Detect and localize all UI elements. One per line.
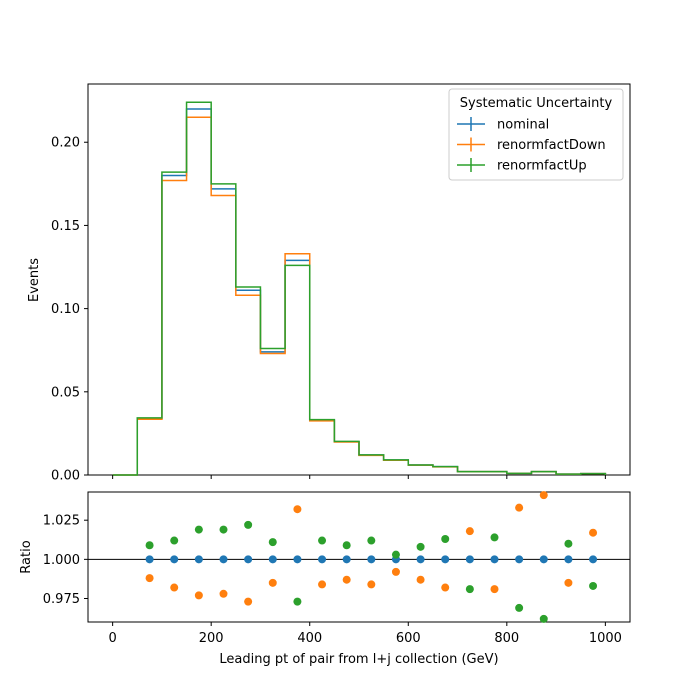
histogram-line-renormfactUp [112,101,607,476]
ratio-point-nominal [145,555,154,564]
legend-title: Systematic Uncertainty [460,96,613,111]
ratio-point-renormfactUp [564,539,573,548]
ratio-point-nominal [416,555,425,564]
ratio-y-tick-label: 0.975 [43,592,80,607]
top-y-tick-label: 0.20 [51,136,80,151]
legend-entry-renormfactUp: renormfactUp [457,158,587,174]
ratio-point-nominal [589,555,598,564]
ratio-point-renormfactUp [268,538,277,547]
legend-label: renormfactUp [497,159,587,174]
ratio-point-renormfactUp [219,525,228,534]
top-plot-frame [87,83,631,476]
ratio-point-renormfactUp [539,614,548,623]
ratio-point-renormfactDown [145,574,154,583]
ratio-point-nominal [342,555,351,564]
ratio-point-renormfactUp [367,536,376,545]
top-y-tick-label: 0.15 [51,219,80,234]
ratio-point-renormfactUp [391,550,400,559]
ratio-point-nominal [244,555,253,564]
ratio-x-ticks: 0 200 400 600 800 1000 [108,622,622,646]
ratio-point-renormfactDown [490,585,499,594]
ratio-point-renormfactUp [318,536,327,545]
top-y-axis-label: Events [27,258,42,302]
ratio-point-renormfactUp [194,525,203,534]
ratio-point-renormfactUp [145,541,154,550]
top-histogram-series [112,101,607,476]
ratio-point-nominal [293,555,302,564]
x-tick-label: 400 [297,631,322,646]
ratio-point-renormfactDown [268,578,277,587]
ratio-point-renormfactDown [367,580,376,589]
legend: Systematic Uncertainty nominal renormfact… [448,88,624,181]
ratio-point-nominal [219,555,228,564]
ratio-point-nominal [367,555,376,564]
ratio-point-nominal [441,555,450,564]
x-tick-label: 800 [494,631,519,646]
ratio-point-renormfactDown [170,583,179,592]
ratio-point-nominal [194,555,203,564]
ratio-point-renormfactDown [244,597,253,606]
ratio-point-renormfactUp [465,585,474,594]
top-panel: 0.00 0.05 0.10 0.15 0.20 Events Systematic U… [27,83,631,484]
legend-label: renormfactDown [497,138,606,153]
legend-box [448,88,624,181]
ratio-point-renormfactDown [515,503,524,512]
ratio-y-axis-label: Ratio [19,540,34,573]
legend-label: nominal [497,118,549,133]
top-x-ticks [112,475,606,479]
ratio-point-nominal [490,555,499,564]
legend-entries: nominal renormfactDown renormfactUp [457,117,606,174]
ratio-point-renormfactUp [441,534,450,543]
top-y-tick-label: 0.00 [51,469,80,484]
ratio-point-renormfactUp [170,536,179,545]
top-y-ticks: 0.00 0.05 0.10 0.15 0.20 [51,136,88,484]
x-tick-label: 1000 [589,631,622,646]
ratio-y-ticks: 0.975 1.000 1.025 [43,514,88,607]
ratio-point-nominal [170,555,179,564]
ratio-point-renormfactDown [564,578,573,587]
ratio-point-renormfactDown [441,583,450,592]
ratio-point-renormfactDown [465,527,474,536]
ratio-points [145,491,598,623]
ratio-point-renormfactUp [515,603,524,612]
ratio-point-renormfactDown [589,528,598,537]
ratio-point-nominal [539,555,548,564]
ratio-point-renormfactDown [391,567,400,576]
ratio-point-renormfactDown [416,575,425,584]
ratio-point-nominal [268,555,277,564]
ratio-point-renormfactDown [318,580,327,589]
x-tick-label: 0 [108,631,116,646]
ratio-plot-frame [87,491,631,623]
ratio-point-renormfactDown [293,505,302,514]
ratio-point-renormfactDown [219,589,228,598]
legend-entry-nominal: nominal [457,117,549,133]
ratio-y-tick-label: 1.025 [43,514,80,529]
ratio-point-renormfactUp [244,520,253,529]
ratio-point-renormfactDown [539,491,548,500]
ratio-y-tick-label: 1.000 [43,553,80,568]
x-tick-label: 600 [396,631,421,646]
ratio-point-renormfactUp [589,581,598,590]
legend-entry-renormfactDown: renormfactDown [457,137,606,153]
top-y-tick-label: 0.05 [51,385,80,400]
x-axis-label: Leading pt of pair from l+j collection (… [219,652,498,667]
ratio-point-nominal [318,555,327,564]
ratio-point-renormfactDown [342,575,351,584]
ratio-point-nominal [465,555,474,564]
top-y-tick-label: 0.10 [51,302,80,317]
ratio-point-renormfactUp [416,542,425,551]
ratio-point-nominal [515,555,524,564]
ratio-point-renormfactUp [490,533,499,542]
x-tick-label: 200 [199,631,224,646]
ratio-point-renormfactDown [194,591,203,600]
ratio-point-nominal [564,555,573,564]
ratio-point-renormfactUp [293,597,302,606]
ratio-point-renormfactUp [342,541,351,550]
